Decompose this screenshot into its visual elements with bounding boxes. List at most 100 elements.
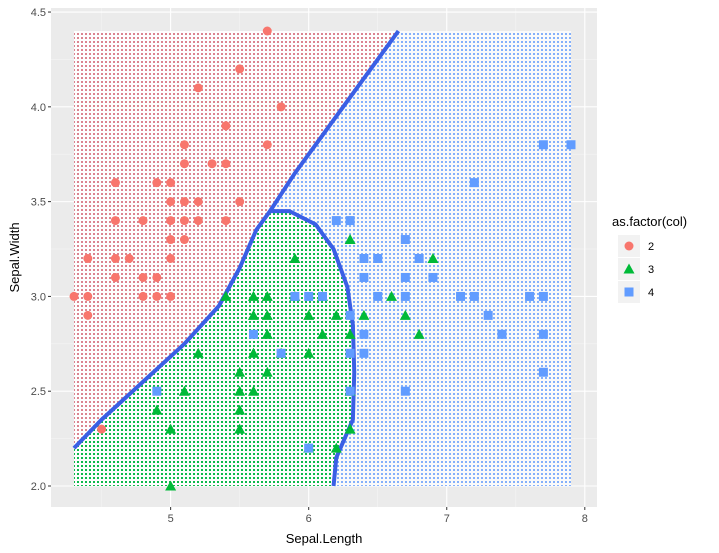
- data-point-class-4: [538, 291, 548, 301]
- data-point-class-3: [234, 423, 246, 434]
- data-point-class-2: [124, 254, 134, 263]
- data-point-class-2: [179, 216, 189, 226]
- data-point-class-4: [469, 178, 479, 188]
- y-tick-label: 4.5: [31, 7, 46, 19]
- data-point-class-4: [345, 348, 355, 358]
- legend: as.factor(col) 2 3 4: [612, 214, 687, 303]
- data-point-class-4: [497, 329, 507, 339]
- data-point-class-4: [538, 367, 548, 377]
- data-point-class-2: [110, 272, 120, 282]
- data-point-class-4: [538, 140, 548, 150]
- legend-items: 2 3 4: [618, 235, 654, 303]
- data-point-class-3: [303, 347, 315, 358]
- data-point-class-4: [318, 291, 327, 301]
- data-point-class-4: [566, 140, 576, 150]
- x-tick-label: 8: [582, 513, 588, 525]
- region-class-2: [74, 31, 399, 449]
- data-point-class-2: [166, 254, 176, 263]
- data-point-class-2: [166, 197, 176, 207]
- data-point-class-4: [345, 216, 355, 226]
- data-point-class-2: [138, 291, 148, 301]
- data-point-class-2: [152, 178, 162, 188]
- data-point-class-3: [234, 404, 246, 415]
- data-point-class-2: [207, 159, 217, 169]
- y-tick-label: 2.5: [31, 386, 46, 398]
- data-point-class-4: [345, 310, 355, 320]
- data-point-class-4: [304, 443, 314, 453]
- data-point-class-3: [261, 309, 273, 320]
- legend-key-2: [624, 241, 634, 251]
- data-point-class-4: [304, 291, 314, 301]
- data-point-class-4: [400, 291, 410, 301]
- data-point-class-2: [235, 64, 245, 74]
- data-point-class-4: [525, 291, 535, 301]
- data-point-class-2: [69, 291, 79, 301]
- data-point-class-2: [110, 216, 120, 226]
- data-point-class-4: [400, 272, 410, 282]
- data-point-class-2: [221, 159, 231, 169]
- x-axis-title: Sepal.Length: [286, 531, 363, 546]
- data-point-class-4: [469, 291, 479, 301]
- data-point-class-4: [359, 272, 369, 282]
- y-axis-title: Sepal.Width: [7, 222, 22, 292]
- data-point-class-3: [247, 309, 259, 320]
- data-point-class-4: [276, 348, 286, 358]
- y-tick-label: 2.0: [31, 481, 46, 493]
- data-point-class-3: [234, 366, 246, 377]
- data-point-class-4: [359, 348, 369, 358]
- x-axis-ticks: 5 6 7 8: [168, 507, 588, 525]
- data-point-class-3: [289, 253, 301, 263]
- data-point-class-3: [386, 290, 398, 301]
- data-point-class-2: [152, 272, 162, 282]
- data-point-class-4: [373, 254, 383, 263]
- legend-key-3: [623, 263, 635, 274]
- data-point-class-3: [247, 347, 259, 358]
- data-point-class-2: [110, 254, 120, 263]
- region-class-3: [74, 211, 355, 486]
- data-point-class-4: [290, 291, 300, 301]
- data-point-class-3: [317, 328, 328, 339]
- class-regions: [74, 31, 571, 486]
- data-point-class-2: [262, 140, 272, 150]
- data-point-class-4: [331, 216, 341, 226]
- data-point-class-2: [193, 197, 203, 207]
- data-point-class-2: [83, 291, 93, 301]
- y-tick-label: 3.0: [31, 291, 46, 303]
- legend-key-4: [624, 287, 634, 297]
- data-point-class-4: [248, 329, 258, 339]
- data-point-class-4: [483, 310, 493, 320]
- data-point-class-3: [330, 309, 342, 320]
- y-tick-label: 3.5: [31, 197, 46, 209]
- data-points: [69, 26, 576, 491]
- y-tick-label: 4.0: [31, 102, 46, 114]
- data-point-class-2: [193, 216, 203, 226]
- data-point-class-4: [414, 254, 424, 263]
- data-point-class-2: [166, 178, 176, 188]
- data-point-class-3: [261, 366, 273, 377]
- data-point-class-3: [427, 253, 439, 263]
- legend-title: as.factor(col): [612, 214, 687, 229]
- data-point-class-3: [344, 423, 356, 434]
- data-point-class-3: [247, 290, 259, 301]
- data-point-class-4: [456, 291, 466, 301]
- data-point-class-2: [166, 291, 176, 301]
- data-point-class-3: [413, 328, 425, 339]
- data-point-class-2: [83, 254, 93, 263]
- data-point-class-2: [221, 216, 231, 226]
- data-point-class-3: [234, 385, 246, 396]
- data-point-class-3: [330, 442, 342, 453]
- data-point-class-4: [428, 272, 438, 282]
- legend-label: 2: [648, 241, 654, 253]
- data-point-class-3: [165, 423, 177, 434]
- data-point-class-2: [179, 197, 189, 207]
- x-tick-label: 5: [168, 513, 174, 525]
- data-point-class-3: [399, 309, 411, 320]
- data-point-class-2: [193, 83, 203, 93]
- data-point-class-2: [110, 178, 120, 188]
- boundary-line-upper: [268, 29, 401, 213]
- data-point-class-3: [247, 385, 259, 396]
- x-tick-label: 7: [444, 513, 450, 525]
- data-point-class-2: [152, 291, 162, 301]
- data-point-class-3: [192, 347, 204, 358]
